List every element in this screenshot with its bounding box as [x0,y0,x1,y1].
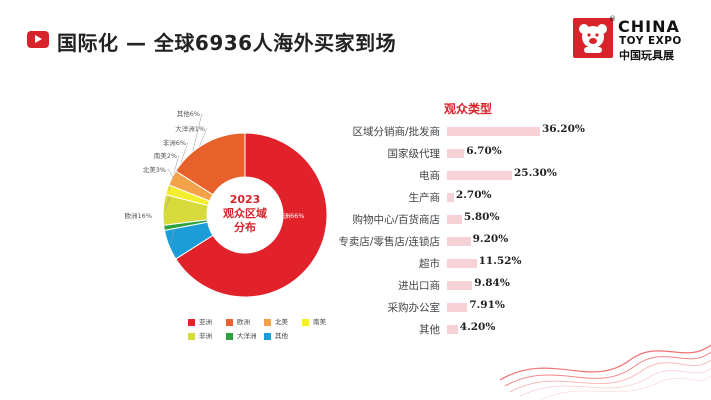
bar-value-label: 9.20% [472,233,509,245]
bar-label: 电商 [419,170,440,182]
legend-label: 其他 [275,332,288,340]
play-icon [27,31,49,48]
legend-swatch [264,332,271,340]
bar-value-label: 2.70% [455,189,492,201]
bar [447,149,465,158]
legend-label: 南美 [313,318,326,326]
legend-item-亚洲: 亚洲 [188,316,212,326]
legend-swatch [188,332,195,340]
legend-swatch [264,318,271,326]
legend-item-南美: 南美 [302,316,326,326]
bar-value-label: 7.91% [469,299,505,311]
bar [447,281,473,290]
bar-row: 其他 4.20% [0,321,711,338]
bar [447,215,462,224]
bar-value-label: 5.80% [463,211,500,223]
bar-row: 专卖店/零售店/连锁店 9.20% [0,233,711,250]
bar-row: 采购办公室 7.91% [0,299,711,316]
bar-label: 生产商 [408,192,441,204]
pie-slice-欧洲 [175,132,246,196]
bar [447,325,458,334]
legend-item-非洲: 非洲 [188,330,212,340]
bar-row: 电商 25.30% [0,167,711,184]
legend-label: 大洋洲 [237,332,257,340]
bar-label: 专卖店/零售店/连锁店 [338,236,440,248]
logo-text-chinese: 中国玩具展 [619,49,674,62]
bar-label: 超市 [419,258,440,270]
bar-row: 进出口商 9.84% [0,277,711,294]
legend-item-大洋洲: 大洋洲 [226,330,257,340]
registered-mark: ® [609,15,616,23]
bar-label: 采购办公室 [387,302,441,314]
page-title: 国际化 — 全球6936人海外买家到场 [57,31,397,55]
bar-chart-title: 观众类型 [444,102,493,116]
bar [447,127,540,136]
logo-text-china: CHINA [618,17,680,36]
legend-swatch [302,318,309,326]
bar-label: 购物中心/百货商店 [352,214,440,226]
bar-value-label: 25.30% [513,167,557,179]
legend-swatch [226,318,233,326]
teddy-bear-icon [573,18,613,58]
legend-swatch [188,318,195,326]
china-toy-expo-logo: ® CHINA TOY EXPO 中国玩具展 [573,15,703,66]
bar [447,237,471,246]
pie-label-其他: 其他6% [177,109,200,118]
legend-label: 北美 [275,318,288,326]
bar [447,303,468,312]
bar [447,193,454,202]
bar-value-label: 4.20% [459,321,496,333]
bar-row: 生产商 2.70% [0,189,711,206]
legend-item-北美: 北美 [264,316,288,326]
decorative-ribbon [500,344,711,400]
legend-item-其他: 其他 [264,330,288,340]
legend-item-欧洲: 欧洲 [226,316,250,326]
bar-value-label: 6.70% [466,145,502,157]
bar-label: 国家级代理 [387,148,441,160]
bar-row: 区域分销商/批发商 36.20% [0,123,711,140]
bar-row: 购物中心/百货商店 5.80% [0,211,711,228]
legend-label: 非洲 [199,332,212,340]
legend-swatch [226,332,233,340]
bar-row: 超市 11.52% [0,255,711,272]
bar [447,259,477,268]
bar-value-label: 11.52% [478,255,522,267]
legend-label: 欧洲 [237,318,250,326]
logo-text-toy-expo: TOY EXPO [619,35,682,47]
bar-row: 国家级代理 6.70% [0,145,711,162]
header: 国际化 — 全球6936人海外买家到场 ® CHINA TOY EXPO 中国玩… [0,0,711,70]
bar-value-label: 36.20% [542,123,585,135]
bar-label: 区域分销商/批发商 [352,126,440,138]
legend-label: 亚洲 [199,318,212,326]
bar-value-label: 9.84% [474,277,510,289]
bar [447,171,512,180]
bar-label: 进出口商 [398,280,440,292]
bar-label: 其他 [419,324,440,336]
